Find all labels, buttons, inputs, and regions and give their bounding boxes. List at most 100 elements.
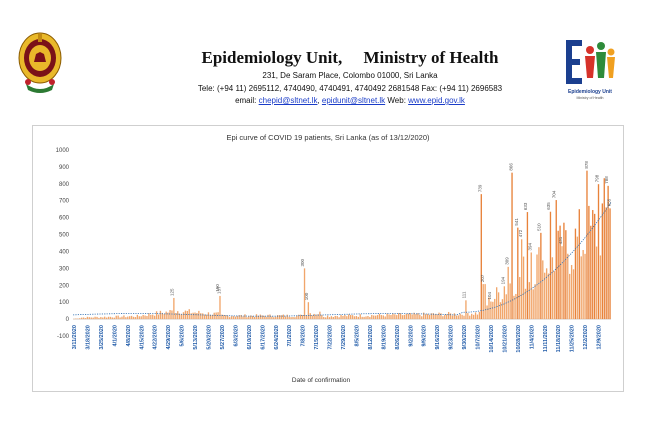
x-tick-label: 6/3/2020 (233, 325, 239, 346)
case-bar (544, 272, 546, 320)
y-tick-label: 900 (59, 165, 70, 171)
x-tick-label: 8/19/2020 (381, 325, 387, 349)
case-bar (532, 289, 534, 320)
case-bar (209, 315, 212, 320)
case-bar (430, 313, 433, 320)
case-bar (182, 312, 185, 320)
case-bar (282, 314, 285, 320)
case-bar (271, 316, 273, 320)
case-bar (424, 314, 427, 320)
data-label: 633 (523, 202, 528, 210)
case-bar (294, 317, 296, 320)
case-bar (269, 314, 271, 320)
case-bar (434, 314, 436, 320)
x-tick-label: 11/18/2020 (556, 325, 562, 352)
case-bar (180, 314, 183, 320)
case-bar (378, 313, 381, 320)
case-bar (157, 314, 160, 320)
case-bar (138, 316, 140, 320)
case-bar (82, 317, 85, 320)
case-bar (428, 314, 431, 320)
case-bar (480, 194, 482, 320)
case-bar (205, 314, 208, 320)
email-link-chepid[interactable]: chepid@sltnet.lk (258, 96, 318, 105)
case-bar (98, 317, 100, 320)
case-bar (528, 282, 531, 320)
case-bar (336, 316, 338, 320)
case-bar (80, 317, 83, 320)
case-bar (534, 284, 536, 320)
case-bar (288, 316, 290, 320)
case-bar (453, 313, 456, 320)
case-bar (599, 255, 602, 320)
case-bar (505, 294, 507, 320)
x-tick-label: 11/11/2020 (543, 325, 549, 352)
x-tick-label: 5/13/2020 (193, 325, 199, 349)
data-label: 788 (604, 176, 609, 184)
case-bar (184, 310, 187, 320)
y-tick-label: 400 (59, 249, 70, 255)
case-bar (177, 311, 179, 320)
case-bar (75, 318, 77, 320)
case-bar (605, 207, 607, 320)
case-bar (142, 314, 144, 320)
x-tick-label: 3/25/2020 (99, 325, 105, 349)
x-tick-label: 5/27/2020 (220, 325, 226, 349)
case-bar (367, 316, 369, 320)
case-bar (373, 315, 375, 320)
x-tick-label: 10/28/2020 (516, 325, 522, 353)
case-bar (592, 210, 594, 320)
case-bar (117, 315, 119, 320)
case-bar (127, 316, 129, 320)
data-label: 137 (217, 286, 222, 294)
data-label: 472 (518, 229, 523, 237)
case-bar (409, 313, 411, 320)
case-bar (232, 316, 235, 320)
case-bar (159, 310, 162, 320)
case-bar (584, 253, 586, 320)
case-bar (432, 313, 434, 320)
x-tick-label: 10/21/2020 (502, 325, 508, 353)
email-link-epidunit[interactable]: epidunit@sltnet.lk (321, 96, 386, 105)
case-bar (153, 315, 156, 320)
case-bar (501, 299, 504, 320)
case-bar (265, 316, 267, 320)
case-bar (121, 316, 123, 320)
data-label: 300 (300, 258, 305, 266)
epi-curve-chart: Epi curve of COVID 19 patients, Sri Lank… (56, 133, 612, 384)
case-bar (296, 315, 298, 320)
x-tick-label: 7/1/2020 (287, 325, 293, 346)
case-bar (557, 230, 559, 320)
case-bar (313, 313, 315, 320)
case-bar (442, 316, 444, 320)
case-bar (588, 205, 590, 320)
trend-line-group (72, 202, 612, 317)
case-bar (278, 315, 281, 320)
case-bar (344, 314, 346, 320)
web-link[interactable]: www.epid.gov.lk (408, 96, 465, 105)
case-bar (113, 317, 115, 320)
phone-fax-line: Tele: (+94 11) 2695112, 4740490, 4740491… (197, 84, 503, 93)
y-tick-label: 1000 (56, 148, 70, 154)
case-bar (94, 316, 96, 320)
case-bar (317, 314, 319, 320)
case-bar (134, 317, 137, 320)
case-bar (315, 314, 317, 320)
case-bar (213, 312, 215, 320)
case-bar (446, 314, 448, 320)
x-tick-label: 4/1/2020 (112, 325, 118, 346)
case-bar (463, 315, 465, 320)
case-bar (359, 314, 361, 320)
case-bar (455, 315, 457, 320)
case-bar (503, 286, 506, 320)
case-bar (301, 315, 304, 320)
case-bar (267, 314, 269, 320)
case-bar (129, 316, 131, 320)
case-bar (553, 271, 555, 320)
case-bar (102, 317, 104, 320)
case-bar (96, 316, 98, 320)
epidemiology-unit-logo: Epidemiology Unit Ministry of Health (566, 40, 615, 100)
x-tick-label: 6/24/2020 (274, 325, 280, 349)
case-bar (77, 318, 79, 320)
case-bar (286, 314, 288, 320)
